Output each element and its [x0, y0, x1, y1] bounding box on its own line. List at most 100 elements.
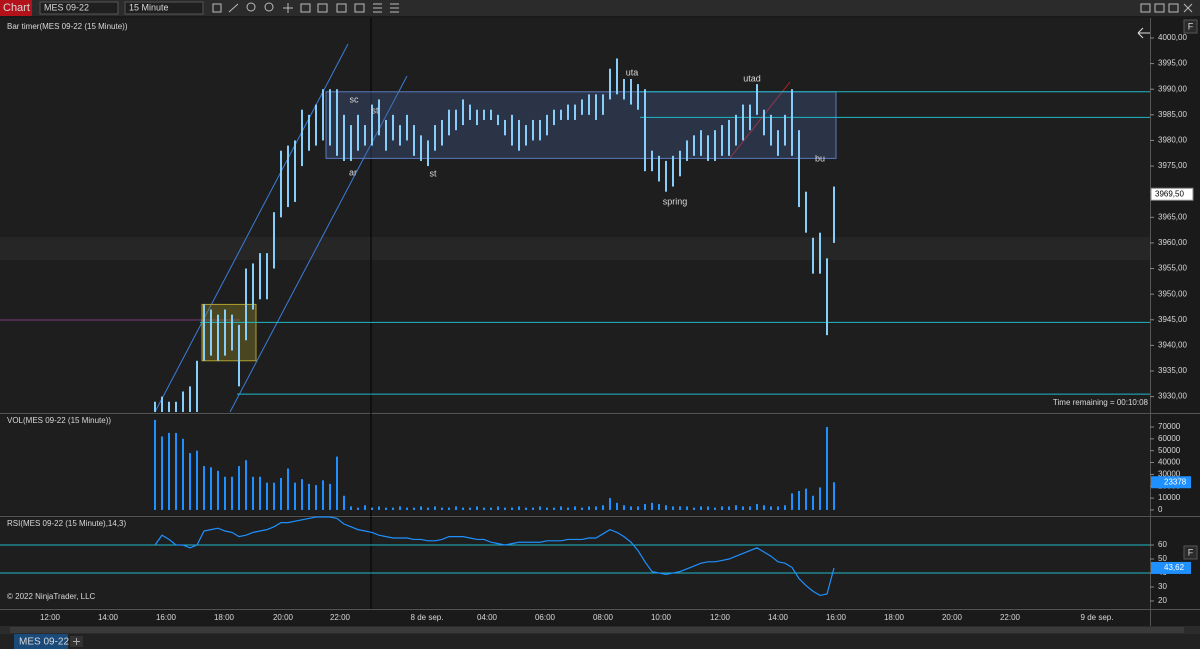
trend-line: [729, 81, 791, 159]
last-rsi-marker: [1151, 561, 1191, 574]
y-tick-label: 4000,00: [1158, 33, 1187, 42]
icon[interactable]: [264, 2, 274, 12]
price-band: [0, 237, 1150, 260]
copyright: © 2022 NinjaTrader, LLC: [7, 592, 96, 601]
app-badge: [0, 0, 32, 16]
y-tick-label: 60: [1158, 540, 1167, 549]
y-tick-label: 50: [1158, 554, 1167, 563]
window-button[interactable]: [1168, 3, 1179, 13]
annotation: uta: [626, 67, 639, 77]
window-button[interactable]: [1154, 3, 1165, 13]
x-tick-label: 8 de sep.: [411, 613, 444, 622]
tab-label[interactable]: MES 09-22: [19, 637, 69, 648]
y-tick-label: 0: [1158, 505, 1163, 514]
y-tick-label: 30: [1158, 582, 1167, 591]
icon[interactable]: [283, 3, 293, 13]
volume-panel: [0, 415, 1150, 515]
add-tab-icon[interactable]: [73, 638, 80, 645]
window-button[interactable]: [1140, 3, 1151, 13]
annotation: sc: [350, 94, 360, 104]
panel-button[interactable]: [1183, 19, 1198, 34]
y-tick-label: 3935,00: [1158, 366, 1187, 375]
window-button[interactable]: [1183, 3, 1193, 13]
annotation: spring: [663, 196, 688, 206]
time-remaining: Time remaining = 00:10:08: [1053, 398, 1149, 407]
x-tick-label: 10:00: [651, 613, 672, 622]
x-tick-label: 20:00: [273, 613, 294, 622]
icon[interactable]: [317, 3, 328, 13]
scroll-thumb[interactable]: [10, 627, 1184, 633]
panel-title: Bar timer(MES 09-22 (15 Minute)): [7, 22, 128, 31]
y-tick-label: 3940,00: [1158, 341, 1187, 350]
last-price-label: 3969,50: [1155, 189, 1184, 198]
y-tick-label: 30000: [1158, 470, 1181, 479]
x-tick-label: 12:00: [40, 613, 61, 622]
interval[interactable]: 15 Minute: [129, 2, 169, 12]
y-tick-label: 60000: [1158, 434, 1181, 443]
panel-title: RSI(MES 09-22 (15 Minute),14,3): [7, 519, 126, 528]
y-tick-label: 3985,00: [1158, 110, 1187, 119]
annotation: st: [371, 105, 379, 115]
panel-title: VOL(MES 09-22 (15 Minute)): [7, 416, 111, 425]
y-tick-label: 3965,00: [1158, 212, 1187, 221]
x-tick-label: 16:00: [156, 613, 177, 622]
y-tick-label: 3995,00: [1158, 59, 1187, 68]
x-tick-label: 08:00: [593, 613, 614, 622]
last-volume-marker: [1151, 476, 1191, 489]
x-tick-label: 22:00: [1000, 613, 1021, 622]
icon[interactable]: [390, 3, 399, 13]
rsi-line: [154, 516, 835, 597]
icon[interactable]: [228, 3, 239, 13]
x-tick-label: 14:00: [768, 613, 789, 622]
x-tick-label: 18:00: [214, 613, 235, 622]
annotation: bu: [815, 153, 825, 163]
panel-button-label[interactable]: F: [1188, 21, 1194, 31]
icon[interactable]: [336, 3, 347, 13]
back-arrow[interactable]: [1137, 27, 1150, 39]
instrument[interactable]: MES 09-22: [44, 2, 89, 12]
x-tick-label: 9 de sep.: [1081, 613, 1114, 622]
price-panel: [0, 18, 1150, 413]
annotation: utad: [743, 73, 761, 83]
annotation: ar: [349, 167, 357, 177]
last-rsi-label: 43,62: [1164, 563, 1185, 572]
x-tick-label: 06:00: [535, 613, 556, 622]
x-tick-label: 14:00: [98, 613, 119, 622]
tab[interactable]: [14, 634, 68, 649]
x-tick-label: 18:00: [884, 613, 905, 622]
toolbar-icons: [212, 2, 1193, 13]
y-tick-label: 3980,00: [1158, 136, 1187, 145]
interval-box[interactable]: [124, 1, 204, 15]
y-tick-label: 50000: [1158, 446, 1181, 455]
y-tick-label: 20: [1158, 596, 1167, 605]
panel-button[interactable]: [1183, 545, 1198, 560]
last-price-marker: [1150, 187, 1194, 201]
instrument-box[interactable]: [39, 1, 119, 15]
y-tick-label: 3930,00: [1158, 392, 1187, 401]
y-tick-label: 10000: [1158, 493, 1181, 502]
y-tick-label: 3975,00: [1158, 161, 1187, 170]
toolbar-bg: [0, 0, 1200, 16]
y-tick-label: 3950,00: [1158, 289, 1187, 298]
icon[interactable]: [246, 2, 256, 12]
icon[interactable]: [212, 3, 222, 13]
app-name: Chart: [3, 2, 30, 14]
icon[interactable]: [354, 3, 365, 13]
x-tick-label: 16:00: [826, 613, 847, 622]
y-tick-label: 3990,00: [1158, 84, 1187, 93]
y-tick-label: 3945,00: [1158, 315, 1187, 324]
tab-bar: [0, 634, 1200, 649]
rsi-panel: [0, 518, 1150, 608]
x-tick-label: 04:00: [477, 613, 498, 622]
icon[interactable]: [300, 3, 311, 13]
x-tick-label: 20:00: [942, 613, 963, 622]
x-tick-label: 22:00: [330, 613, 351, 622]
y-tick-label: 70000: [1158, 422, 1181, 431]
icon[interactable]: [373, 3, 382, 13]
channel-line: [229, 75, 408, 413]
last-volume-label: 23378: [1164, 477, 1187, 486]
y-tick-label: 40000: [1158, 458, 1181, 467]
panel-button-label[interactable]: F: [1188, 547, 1194, 557]
